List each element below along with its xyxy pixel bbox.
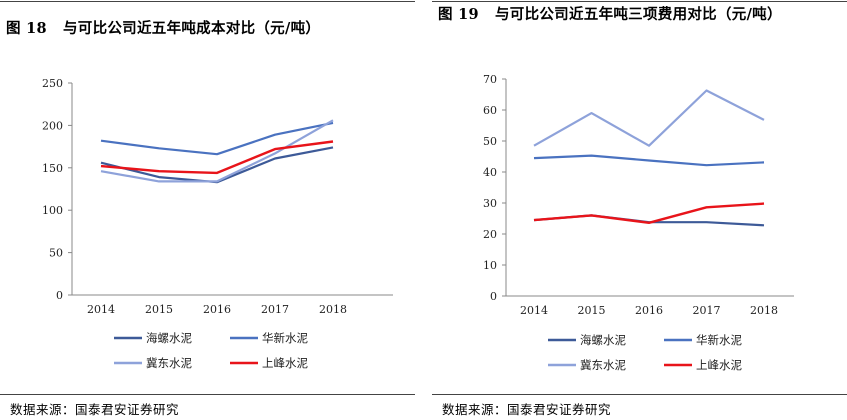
legend-label-华新水泥: 华新水泥 <box>262 331 308 345</box>
y-tick-label: 30 <box>483 197 497 210</box>
top-rule <box>0 1 415 2</box>
figure-title: 图 18 与可比公司近五年吨成本对比（元/吨） <box>6 18 406 40</box>
figure-caption: 与可比公司近五年吨三项费用对比（元/吨） <box>494 6 782 23</box>
x-tick-label: 2017 <box>693 304 721 317</box>
legend-label-海螺水泥: 海螺水泥 <box>580 333 626 347</box>
y-tick-label: 250 <box>42 77 63 90</box>
bottom-rule <box>0 394 415 395</box>
y-tick-label: 40 <box>483 166 497 179</box>
figure-19: 图 19 与可比公司近五年吨三项费用对比（元/吨） 0 10 20 30 40 50 60 7… <box>432 0 847 420</box>
series-line-上峰水泥 <box>100 140 334 175</box>
y-tick-label: 0 <box>56 289 63 302</box>
data-source: 数据来源：国泰君安证券研究 <box>10 402 180 417</box>
y-tick-label: 100 <box>42 204 63 217</box>
y-tick-label: 150 <box>42 162 63 175</box>
x-tick-label: 2018 <box>750 304 778 317</box>
bottom-rule <box>432 394 847 395</box>
y-tick-label: 0 <box>490 290 497 303</box>
x-tick-label: 2017 <box>261 303 289 316</box>
line-chart-cost: 0 50 100 150 200 250 2014 2015 2016 2017 2018 海螺水泥 华… <box>42 77 393 370</box>
y-tick-label: 50 <box>483 135 497 148</box>
x-tick-label: 2014 <box>87 303 115 316</box>
legend-label-上峰水泥: 上峰水泥 <box>696 358 742 372</box>
y-tick-label: 20 <box>483 228 497 241</box>
figure-18: 图 18 与可比公司近五年吨成本对比（元/吨） 0 50 100 150 200 250 2… <box>0 0 415 420</box>
top-rule <box>432 1 847 2</box>
figure-caption: 与可比公司近五年吨成本对比（元/吨） <box>62 20 321 37</box>
line-chart-expense: 0 10 20 30 40 50 60 70 2014 2015 2016 2017 2018 海螺水泥 华… <box>483 73 794 372</box>
legend-label-华新水泥: 华新水泥 <box>696 333 742 347</box>
x-tick-label: 2014 <box>520 304 548 317</box>
legend-label-海螺水泥: 海螺水泥 <box>146 331 192 345</box>
y-tick-label: 50 <box>49 247 63 260</box>
x-tick-label: 2015 <box>145 303 173 316</box>
series-line-冀东水泥 <box>533 89 765 147</box>
x-tick-label: 2016 <box>203 303 231 316</box>
y-tick-label: 60 <box>483 104 497 117</box>
x-tick-label: 2018 <box>319 303 347 316</box>
legend-label-上峰水泥: 上峰水泥 <box>262 356 308 370</box>
series-line-上峰水泥 <box>533 202 765 225</box>
y-tick-label: 70 <box>483 73 497 86</box>
legend-label-冀东水泥: 冀东水泥 <box>580 358 626 372</box>
figure-label: 图 19 <box>438 6 479 23</box>
data-source: 数据来源：国泰君安证券研究 <box>442 402 612 417</box>
series-line-冀东水泥 <box>100 119 334 183</box>
series-line-华新水泥 <box>533 154 765 167</box>
y-tick-label: 200 <box>42 119 63 132</box>
x-tick-label: 2015 <box>578 304 606 317</box>
y-tick-label: 10 <box>483 259 497 272</box>
figure-title: 图 19 与可比公司近五年吨三项费用对比（元/吨） <box>438 4 833 26</box>
figure-label: 图 18 <box>6 20 47 37</box>
legend-label-冀东水泥: 冀东水泥 <box>146 356 192 370</box>
series-line-华新水泥 <box>100 121 334 156</box>
x-tick-label: 2016 <box>635 304 663 317</box>
